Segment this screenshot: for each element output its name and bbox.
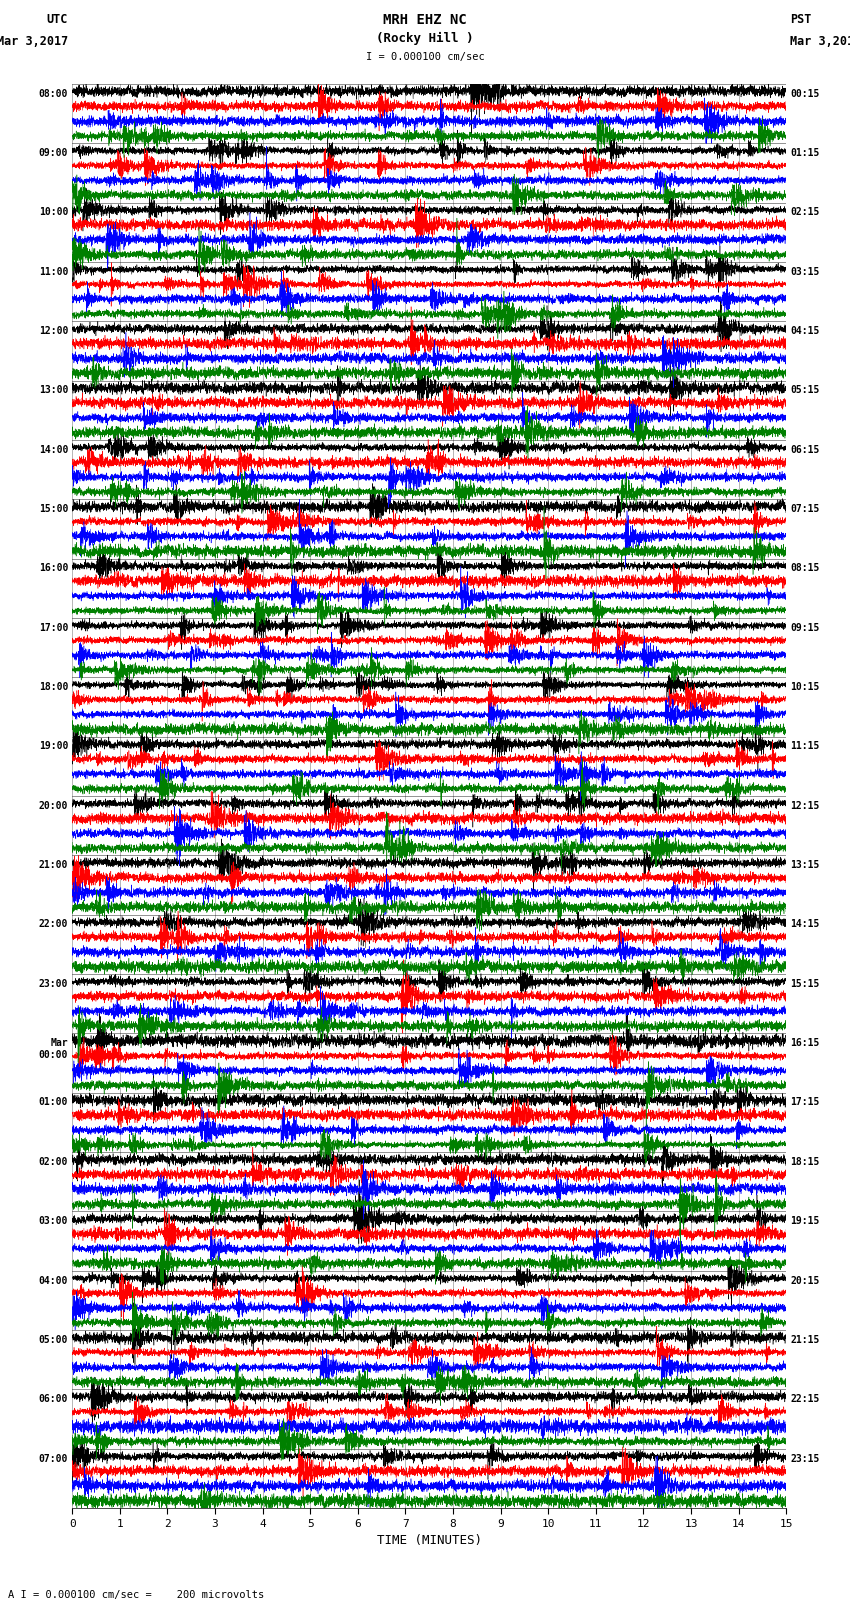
Text: 05:00: 05:00 — [38, 1336, 68, 1345]
Text: 15:00: 15:00 — [38, 503, 68, 515]
Text: 07:15: 07:15 — [790, 503, 820, 515]
Text: 09:00: 09:00 — [38, 148, 68, 158]
Text: 18:00: 18:00 — [38, 682, 68, 692]
Text: 04:15: 04:15 — [790, 326, 820, 336]
Text: 12:15: 12:15 — [790, 800, 820, 811]
Text: UTC: UTC — [47, 13, 68, 26]
Text: 13:15: 13:15 — [790, 860, 820, 869]
Text: 18:15: 18:15 — [790, 1157, 820, 1166]
Text: 23:15: 23:15 — [790, 1453, 820, 1463]
Text: 03:00: 03:00 — [38, 1216, 68, 1226]
Text: 02:00: 02:00 — [38, 1157, 68, 1166]
Text: 17:00: 17:00 — [38, 623, 68, 632]
Text: 09:15: 09:15 — [790, 623, 820, 632]
Text: 19:15: 19:15 — [790, 1216, 820, 1226]
Text: 14:00: 14:00 — [38, 445, 68, 455]
Text: Mar
00:00: Mar 00:00 — [38, 1039, 68, 1060]
Text: (Rocky Hill ): (Rocky Hill ) — [377, 32, 473, 45]
Text: 10:15: 10:15 — [790, 682, 820, 692]
Text: 22:00: 22:00 — [38, 919, 68, 929]
Text: 15:15: 15:15 — [790, 979, 820, 989]
Text: 08:15: 08:15 — [790, 563, 820, 573]
Text: 14:15: 14:15 — [790, 919, 820, 929]
Text: 01:00: 01:00 — [38, 1097, 68, 1108]
Text: 22:15: 22:15 — [790, 1394, 820, 1405]
Text: 11:00: 11:00 — [38, 266, 68, 277]
Text: A I = 0.000100 cm/sec =    200 microvolts: A I = 0.000100 cm/sec = 200 microvolts — [8, 1590, 264, 1600]
Text: 16:15: 16:15 — [790, 1039, 820, 1048]
Text: 07:00: 07:00 — [38, 1453, 68, 1463]
Text: I = 0.000100 cm/sec: I = 0.000100 cm/sec — [366, 52, 484, 61]
Text: 16:00: 16:00 — [38, 563, 68, 573]
Text: 17:15: 17:15 — [790, 1097, 820, 1108]
Text: Mar 3,2017: Mar 3,2017 — [790, 35, 850, 48]
Text: MRH EHZ NC: MRH EHZ NC — [383, 13, 467, 26]
Text: 08:00: 08:00 — [38, 89, 68, 98]
Text: 20:15: 20:15 — [790, 1276, 820, 1286]
Text: 21:00: 21:00 — [38, 860, 68, 869]
Text: 19:00: 19:00 — [38, 742, 68, 752]
Text: 10:00: 10:00 — [38, 208, 68, 218]
Text: 06:00: 06:00 — [38, 1394, 68, 1405]
Text: 01:15: 01:15 — [790, 148, 820, 158]
Text: 23:00: 23:00 — [38, 979, 68, 989]
Text: 11:15: 11:15 — [790, 742, 820, 752]
Text: 06:15: 06:15 — [790, 445, 820, 455]
Text: 12:00: 12:00 — [38, 326, 68, 336]
Text: 03:15: 03:15 — [790, 266, 820, 277]
Text: 02:15: 02:15 — [790, 208, 820, 218]
Text: 21:15: 21:15 — [790, 1336, 820, 1345]
Text: PST: PST — [790, 13, 812, 26]
Text: 00:15: 00:15 — [790, 89, 820, 98]
Text: Mar 3,2017: Mar 3,2017 — [0, 35, 68, 48]
Text: 05:15: 05:15 — [790, 386, 820, 395]
Text: 20:00: 20:00 — [38, 800, 68, 811]
Text: 04:00: 04:00 — [38, 1276, 68, 1286]
X-axis label: TIME (MINUTES): TIME (MINUTES) — [377, 1534, 482, 1547]
Text: 13:00: 13:00 — [38, 386, 68, 395]
